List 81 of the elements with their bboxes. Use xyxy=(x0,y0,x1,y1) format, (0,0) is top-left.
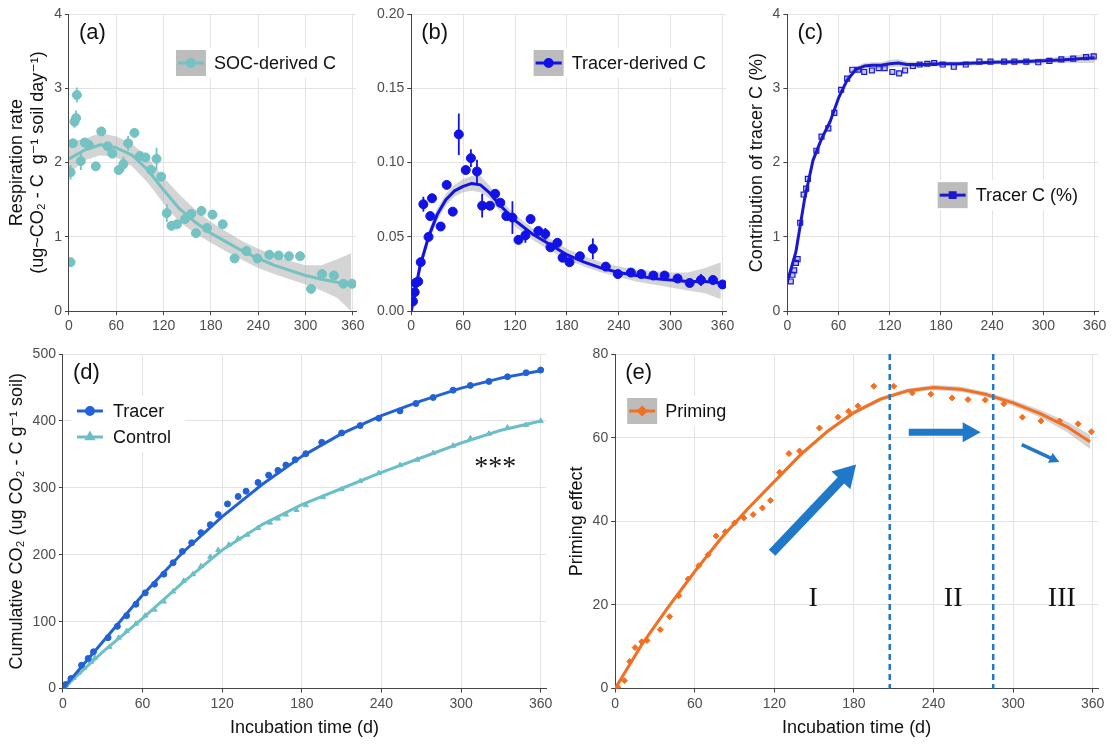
chart-title: (b) xyxy=(421,19,449,45)
y-tick-label: 0 xyxy=(54,302,63,319)
chart-title: (d) xyxy=(72,359,100,385)
x-tick-label: 180 xyxy=(842,694,866,711)
x-tick-label: 300 xyxy=(658,317,683,334)
y-tick-label: 2 xyxy=(772,153,781,170)
x-tick-label: 240 xyxy=(369,694,394,711)
annotation: *** xyxy=(474,450,517,482)
x-tick-label: 360 xyxy=(1081,694,1105,711)
y-tick-label: 0.10 xyxy=(377,153,405,170)
y-tick-label: 300 xyxy=(32,478,57,495)
x-tick-label: 60 xyxy=(830,317,847,334)
y-tick-label: 0.05 xyxy=(377,227,405,244)
x-tick-label: 0 xyxy=(65,317,74,334)
annotation: II xyxy=(943,580,963,612)
x-tick-label: 60 xyxy=(686,694,703,711)
y-tick-label: 0 xyxy=(600,679,609,696)
x-tick-label: 60 xyxy=(134,694,151,711)
y-tick-label: 3 xyxy=(772,79,781,96)
x-tick-label: 240 xyxy=(921,694,946,711)
legend-label: Tracer xyxy=(112,400,165,421)
legend-label: Tracer C (%) xyxy=(975,185,1079,206)
x-tick-label: 60 xyxy=(455,317,472,334)
y-tick-label: 60 xyxy=(592,428,609,445)
x-tick-label: 240 xyxy=(607,317,631,334)
x-tick-label: 60 xyxy=(108,317,125,334)
y-tick-label: 200 xyxy=(32,545,57,562)
x-tick-label: 300 xyxy=(1001,694,1025,711)
y-tick-label: 1 xyxy=(772,227,781,244)
x-tick-label: 300 xyxy=(1031,317,1056,334)
x-tick-label: 0 xyxy=(407,317,416,334)
y-tick-label: 100 xyxy=(32,612,57,629)
annotation: I xyxy=(808,580,818,612)
annotation: III xyxy=(1047,580,1076,612)
x-tick-label: 360 xyxy=(529,694,553,711)
x-tick-label: 0 xyxy=(611,694,620,711)
x-tick-label: 360 xyxy=(1082,317,1107,334)
x-tick-label: 360 xyxy=(710,317,735,334)
x-tick-label: 300 xyxy=(449,694,473,711)
x-tick-label: 180 xyxy=(929,317,953,334)
x-tick-label: 180 xyxy=(555,317,579,334)
y-axis-title: Respiration rate (ug~CO₂ - C g⁻¹ soil day⁻¹) xyxy=(5,51,48,274)
y-tick-label: 80 xyxy=(592,344,609,361)
legend-label: SOC-derived C xyxy=(213,52,337,73)
x-tick-label: 180 xyxy=(199,317,223,334)
chart-title: (a) xyxy=(78,19,106,45)
x-tick-label: 120 xyxy=(151,317,176,334)
y-axis-title: Priming effect xyxy=(565,466,586,577)
x-tick-label: 0 xyxy=(783,317,792,334)
y-tick-label: 2 xyxy=(54,153,63,170)
y-tick-label: 40 xyxy=(592,512,609,529)
y-tick-label: 4 xyxy=(772,4,781,21)
y-tick-label: 4 xyxy=(54,4,63,21)
y-axis-title: Cumulative CO₂ (ug CO₂ - C g⁻¹ soil) xyxy=(5,373,26,670)
y-tick-label: 3 xyxy=(54,79,63,96)
x-tick-label: 300 xyxy=(293,317,318,334)
y-tick-label: 0.15 xyxy=(377,79,405,96)
x-tick-label: 120 xyxy=(878,317,902,334)
x-tick-label: 120 xyxy=(762,694,787,711)
y-tick-label: 1 xyxy=(54,227,63,244)
x-tick-label: 120 xyxy=(210,694,235,711)
x-tick-label: 240 xyxy=(980,317,1005,334)
legend-label: Priming xyxy=(665,400,727,421)
y-tick-label: 0.00 xyxy=(377,302,405,319)
x-tick-label: 360 xyxy=(341,317,365,334)
x-axis-title: Incubation time (d) xyxy=(782,717,932,738)
y-tick-label: 20 xyxy=(592,595,609,612)
chart-title: (c) xyxy=(797,19,824,45)
y-axis-title: Contribution of tracer C (%) xyxy=(745,53,766,273)
x-tick-label: 180 xyxy=(290,694,314,711)
x-axis-title: Incubation time (d) xyxy=(229,717,380,738)
y-tick-label: 500 xyxy=(32,344,57,361)
legend-label: Control xyxy=(112,426,171,447)
y-tick-label: 400 xyxy=(32,411,57,428)
y-tick-label: 0 xyxy=(48,679,57,696)
y-tick-label: 0.20 xyxy=(377,4,405,21)
x-tick-label: 240 xyxy=(246,317,271,334)
legend-label: Tracer-derived C xyxy=(571,52,707,73)
x-tick-label: 120 xyxy=(503,317,527,334)
chart-title: (e) xyxy=(625,359,653,385)
y-tick-label: 0 xyxy=(772,302,781,319)
